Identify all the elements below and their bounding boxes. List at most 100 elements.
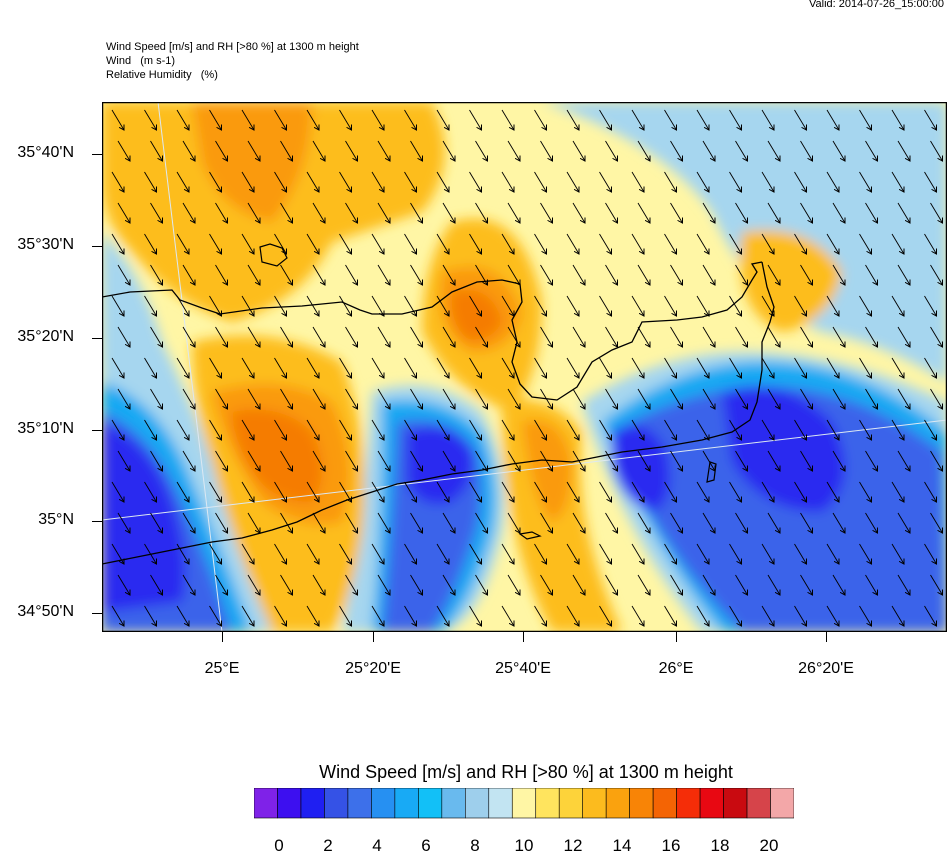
wind-arrow — [274, 481, 287, 502]
lat-label-34-50: 34°50'N — [17, 603, 74, 620]
wind-arrow — [924, 109, 937, 130]
wind-arrow — [371, 543, 384, 564]
wind-arrow — [670, 388, 683, 409]
field-blue-dark-east1 — [612, 425, 670, 512]
map-frame — [102, 102, 947, 632]
wind-arrow — [924, 481, 937, 502]
wind-arrow — [215, 264, 228, 285]
wind-arrow — [312, 326, 325, 347]
wind-arrow — [436, 605, 449, 626]
wind-arrow — [144, 233, 157, 254]
wind-arrow — [176, 109, 189, 130]
field-orange-south — [522, 420, 572, 522]
lon-tick — [222, 632, 223, 642]
wind-arrow — [241, 357, 254, 378]
lat-tick — [92, 521, 102, 522]
wind-arrow — [209, 233, 222, 254]
wind-arrow — [566, 109, 579, 130]
wind-arrow — [761, 295, 774, 316]
wind-arrow — [930, 264, 943, 285]
wind-arrow — [469, 233, 482, 254]
wind-arrow — [761, 419, 774, 440]
wind-arrow — [891, 295, 904, 316]
wind-arrow — [865, 202, 878, 223]
wind-arrow — [241, 543, 254, 564]
wind-arrow — [891, 543, 904, 564]
wind-arrow — [696, 357, 709, 378]
wind-arrow — [111, 481, 124, 502]
wind-arrow — [729, 543, 742, 564]
field-gold-ne — [740, 230, 842, 332]
wind-arrow — [599, 233, 612, 254]
wind-arrow — [702, 202, 715, 223]
wind-arrow — [339, 295, 352, 316]
colorbar-label: 0 — [274, 836, 284, 855]
wind-arrow — [891, 605, 904, 626]
wind-arrow — [475, 326, 488, 347]
lat-tick — [92, 613, 102, 614]
wind-arrow — [859, 295, 872, 316]
wind-arrow — [540, 326, 553, 347]
wind-arrow — [534, 171, 547, 192]
header-line-2: Wind (m s-1) — [106, 55, 176, 67]
wind-arrow — [442, 450, 455, 471]
colorbar-label: 20 — [759, 836, 779, 855]
wind-arrow — [469, 357, 482, 378]
wind-arrow — [637, 202, 650, 223]
wind-arrow — [371, 171, 384, 192]
wind-arrow — [377, 326, 390, 347]
wind-arrow — [117, 140, 130, 161]
wind-arrow — [442, 574, 455, 595]
colorbar-swatch — [770, 788, 794, 819]
wind-arrow — [176, 233, 189, 254]
wind-arrow — [826, 481, 839, 502]
wind-arrow — [404, 357, 417, 378]
wind-arrow — [826, 295, 839, 316]
wind-arrow — [572, 326, 585, 347]
wind-arrow — [280, 140, 293, 161]
colorbar — [254, 788, 794, 819]
wind-arrow — [371, 233, 384, 254]
field-dark-orange-sw — [232, 409, 322, 502]
wind-arrow — [345, 450, 358, 471]
wind-arrow — [566, 233, 579, 254]
wind-arrow — [117, 512, 130, 533]
wind-arrow — [436, 171, 449, 192]
wind-arrow — [761, 171, 774, 192]
wind-arrow — [702, 574, 715, 595]
wind-arrow — [664, 109, 677, 130]
wind-arrow — [572, 512, 585, 533]
wind-arrow — [702, 264, 715, 285]
wind-arrow — [670, 326, 683, 347]
wind-arrow — [280, 326, 293, 347]
wind-arrow — [111, 171, 124, 192]
colorbar-swatch — [324, 788, 349, 819]
wind-arrow — [469, 543, 482, 564]
wind-arrow — [599, 357, 612, 378]
wind-arrow — [475, 264, 488, 285]
wind-arrow — [930, 450, 943, 471]
wind-arrow — [241, 605, 254, 626]
wind-arrow — [436, 233, 449, 254]
wind-arrow — [540, 264, 553, 285]
wind-arrow — [404, 543, 417, 564]
wind-arrow — [534, 605, 547, 626]
wind-arrow — [144, 481, 157, 502]
wind-arrow — [832, 326, 845, 347]
wind-arrow — [729, 109, 742, 130]
colorbar-swatch — [558, 788, 584, 819]
wind-arrow — [696, 233, 709, 254]
colorbar-label: 18 — [710, 836, 730, 855]
wind-arrow — [345, 202, 358, 223]
wind-arrow — [501, 605, 514, 626]
field-blue-dark-center — [407, 427, 473, 505]
wind-arrow — [794, 109, 807, 130]
wind-arrow — [859, 109, 872, 130]
wind-arrow — [696, 543, 709, 564]
wind-arrow — [507, 450, 520, 471]
wind-arrow — [670, 202, 683, 223]
colorbar-swatch — [371, 788, 396, 819]
wind-arrow — [631, 295, 644, 316]
wind-arrow — [306, 109, 319, 130]
wind-arrow — [534, 109, 547, 130]
